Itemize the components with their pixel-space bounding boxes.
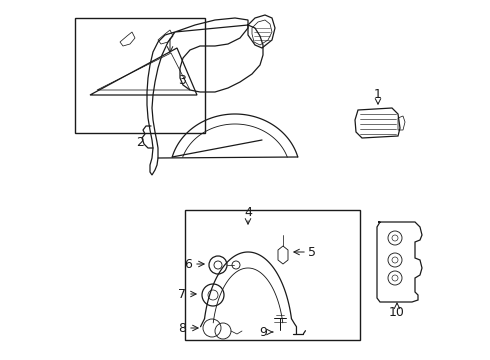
Text: 7: 7 <box>178 288 186 301</box>
Text: 9: 9 <box>259 325 267 338</box>
Text: 8: 8 <box>178 321 186 334</box>
Text: 10: 10 <box>389 306 405 319</box>
Text: 1: 1 <box>374 89 382 102</box>
Text: 2: 2 <box>136 136 144 149</box>
Bar <box>185 210 360 340</box>
Bar <box>75 18 205 133</box>
Text: 6: 6 <box>184 257 192 270</box>
Text: 4: 4 <box>244 207 252 220</box>
Text: 5: 5 <box>308 246 316 258</box>
Text: 3: 3 <box>178 73 186 86</box>
